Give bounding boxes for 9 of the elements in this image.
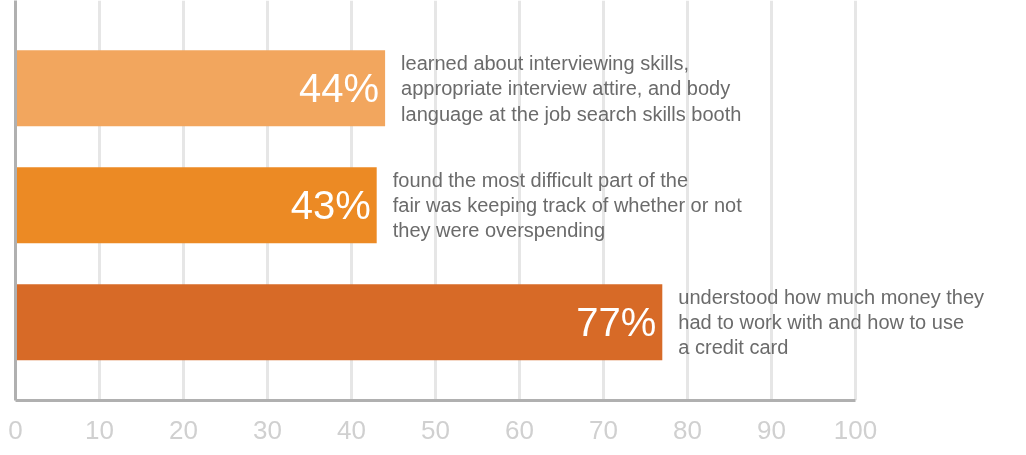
bar (15, 167, 377, 244)
annotation: found the most difficult part of the fair was keeping track of whether or not they were overspending (392, 168, 743, 242)
bar (15, 284, 663, 361)
data-label: 77% (576, 300, 657, 345)
annotation: understood how much money they had to work with and how to use a credit card (678, 285, 985, 359)
bar (15, 50, 386, 127)
data-label: 43% (290, 183, 371, 228)
data-label: 44% (299, 66, 380, 111)
annotation: learned about interviewing skills, appropriate interview attire, and body language at the job search skills booth (401, 51, 742, 125)
